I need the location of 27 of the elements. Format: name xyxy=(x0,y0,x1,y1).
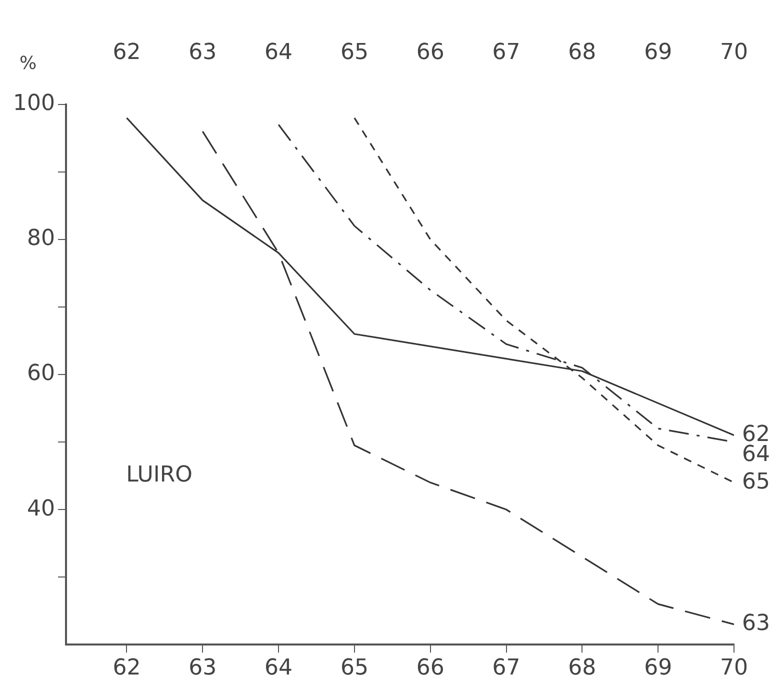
x-tick-label: 64 xyxy=(264,656,293,681)
x2-tick-label: 64 xyxy=(264,40,293,65)
x2-tick-label: 62 xyxy=(112,40,141,65)
x-tick-label: 65 xyxy=(340,656,368,681)
x2-tick-label: 69 xyxy=(644,40,672,65)
x-tick-label: 67 xyxy=(492,656,520,681)
x2-tick-label: 67 xyxy=(492,40,520,65)
x2-tick-label: 70 xyxy=(720,40,748,65)
series-label: 64 xyxy=(742,442,770,467)
x2-tick-label: 68 xyxy=(568,40,596,65)
x-tick-label: 68 xyxy=(568,656,596,681)
x-tick-label: 66 xyxy=(416,656,444,681)
y-tick-label: 100 xyxy=(12,91,55,116)
x-tick-label: 62 xyxy=(112,656,141,681)
x2-tick-label: 66 xyxy=(416,40,444,65)
y-tick-label: 40 xyxy=(26,496,55,522)
series-label: 63 xyxy=(742,611,770,636)
x-tick-label: 70 xyxy=(720,656,748,681)
series-label: 65 xyxy=(742,469,770,494)
x2-tick-label: 65 xyxy=(340,40,368,65)
annotation: LUIRO xyxy=(126,462,192,488)
y-tick-label: 80 xyxy=(26,226,55,252)
y-tick-label: 60 xyxy=(26,361,55,386)
y-axis-title: % xyxy=(19,53,37,74)
x2-tick-label: 63 xyxy=(188,40,217,65)
x-tick-label: 63 xyxy=(188,656,217,681)
x-tick-label: 69 xyxy=(644,656,672,681)
